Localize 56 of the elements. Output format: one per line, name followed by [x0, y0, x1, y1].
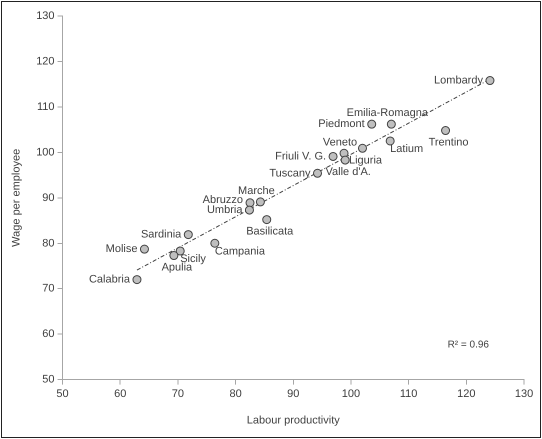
point: [210, 238, 220, 248]
y-tick-label: 60: [42, 328, 55, 340]
annotation: Latium: [390, 143, 424, 156]
annotation: Molise: [106, 243, 138, 256]
annotation: Veneto: [322, 136, 358, 148]
point: [328, 152, 338, 161]
x-axis-title: Labour productivity: [246, 414, 340, 426]
annotation: Piedmont: [318, 118, 365, 130]
y-tick-label: 70: [42, 282, 55, 295]
x-tick-label: 60: [114, 388, 126, 400]
point: [367, 120, 376, 129]
point: [184, 230, 193, 240]
point: [132, 275, 142, 284]
y-axis-title: Wage per employee: [10, 148, 23, 247]
x-tick-label: 120: [457, 388, 476, 400]
y-tick-label: 80: [42, 237, 55, 250]
point: [140, 244, 149, 254]
y-tick-label: 90: [42, 192, 55, 204]
annotation: Sardinia: [140, 228, 182, 241]
annotation: Tuscany: [269, 167, 311, 180]
annotation: Valle d'A.: [326, 166, 371, 178]
annotation: Calabria: [88, 274, 131, 286]
annotation: Emilia-Romagna: [346, 107, 429, 120]
point: [256, 197, 265, 206]
point: [262, 215, 272, 224]
point: [313, 168, 322, 178]
x-tick-label: 80: [229, 388, 242, 400]
x-tick-label: 130: [514, 388, 534, 400]
annotation: Umbria: [206, 204, 244, 216]
point: [386, 136, 395, 146]
x-tick-label: 50: [56, 388, 69, 400]
y-tick-label: 50: [42, 374, 55, 386]
point: [386, 120, 396, 129]
point: [169, 251, 178, 260]
point: [358, 144, 367, 153]
y-tick-label: 110: [37, 100, 55, 113]
y-tick-label: 120: [36, 55, 55, 68]
annotation: Lombardy: [434, 74, 484, 87]
point: [246, 198, 255, 208]
annotation: Basilicata: [246, 226, 294, 238]
annotation: Trentino: [428, 136, 469, 149]
point: [441, 126, 450, 136]
annotation: R² = 0.96: [448, 339, 490, 350]
y-tick-label: 130: [36, 10, 55, 22]
x-tick-label: 90: [287, 388, 300, 400]
point: [176, 246, 185, 256]
x-tick-label: 70: [172, 388, 184, 400]
annotation: Friuli V. G.: [275, 150, 326, 162]
x-tick-label: 100: [342, 388, 360, 400]
point: [485, 76, 494, 86]
point: [340, 156, 350, 165]
annotation: Liguria: [348, 154, 383, 166]
y-tick-label: 100: [36, 146, 55, 158]
x-tick-label: 110: [400, 388, 418, 400]
annotation: Campania: [214, 245, 266, 258]
point: [244, 206, 254, 215]
